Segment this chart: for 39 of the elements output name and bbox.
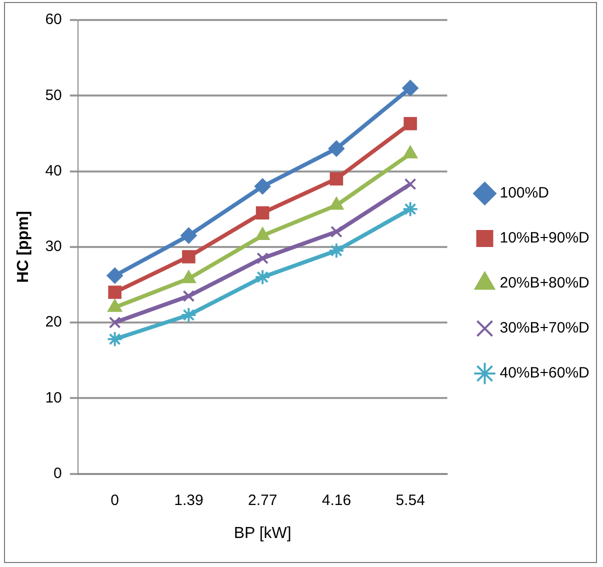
legend-label: 40%B+60%D [500,364,590,382]
point [404,178,416,190]
y-tick-label: 0 [54,464,62,482]
point [182,290,195,302]
point [182,250,196,264]
point [402,201,418,218]
point [108,316,121,328]
point [254,269,271,286]
legend-label: 30%B+70%D [500,320,590,337]
point [330,226,342,238]
point [180,306,197,323]
y-tick-label: 10 [45,389,62,406]
legend-label: 10%B+90%D [500,230,590,247]
x-tick-label: 0 [110,492,119,509]
point [106,331,123,348]
y-tick-label: 40 [45,162,62,180]
y-tick-label: 60 [45,11,62,28]
y-tick-label: 50 [45,86,62,104]
x-tick-label: 5.54 [396,492,425,509]
point [404,116,417,130]
point [254,178,271,194]
point [180,228,197,244]
x-tick-label: 4.16 [322,492,352,509]
x-axis-title: BP [kW] [234,524,292,542]
point [328,140,344,157]
x-tick-label: 2.77 [248,492,278,509]
point [256,252,269,264]
point [328,242,344,259]
point [330,172,344,186]
point [108,286,122,299]
legend-label: 100%D [500,184,550,202]
y-axis-title: HC [ppm] [15,210,32,283]
point [402,80,418,96]
point [106,268,123,284]
x-tick-label: 1.39 [174,492,204,509]
legend-label: 20%B+80%D [500,274,590,292]
y-tick-label: 30 [45,238,62,256]
point [256,206,270,220]
y-tick-label: 20 [45,314,62,331]
